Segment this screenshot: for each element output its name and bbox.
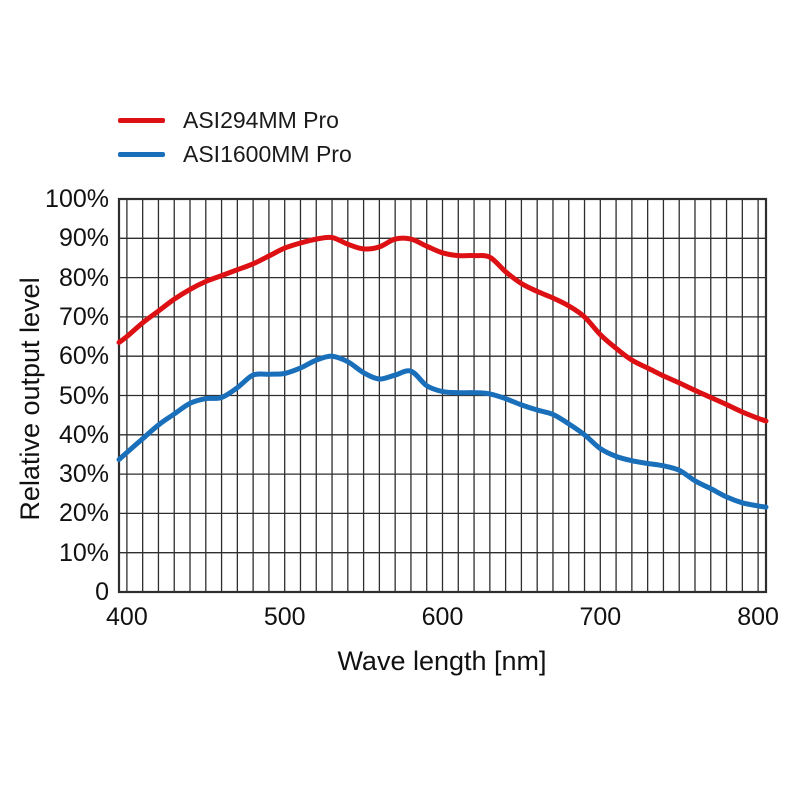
y-tick-label: 10% xyxy=(58,538,109,567)
y-tick-label: 20% xyxy=(58,499,109,528)
x-axis-title-text: Wave length [nm] xyxy=(337,646,547,676)
axes-border xyxy=(117,197,768,594)
y-tick-label: 50% xyxy=(58,381,109,410)
x-axis-title: Wave length [nm] xyxy=(242,646,642,677)
x-tick-label: 400 xyxy=(106,603,148,631)
y-tick-label: 90% xyxy=(58,224,109,253)
y-tick-label: 30% xyxy=(58,460,109,489)
series-curve-asi294mm-pro xyxy=(116,234,769,424)
y-tick-label: 40% xyxy=(58,420,109,449)
y-tick-label: 70% xyxy=(58,302,109,331)
y-tick-label: 100% xyxy=(45,185,109,213)
legend-item-asi1600mm-pro: ASI1600MM Pro xyxy=(118,137,352,171)
chart-legend: ASI294MM Pro ASI1600MM Pro xyxy=(118,103,352,171)
y-tick-label: 80% xyxy=(58,263,109,292)
legend-item-asi294mm-pro: ASI294MM Pro xyxy=(118,103,352,137)
x-tick-label: 500 xyxy=(263,603,306,631)
legend-line-blue-icon xyxy=(118,151,165,157)
legend-label: ASI294MM Pro xyxy=(183,106,339,133)
x-tick-label: 600 xyxy=(421,603,464,631)
legend-label: ASI1600MM Pro xyxy=(183,140,352,167)
series-curve-asi1600mm-pro xyxy=(116,353,769,510)
y-tick-label: 60% xyxy=(58,342,109,371)
x-tick-label: 800 xyxy=(737,603,779,631)
legend-line-red-icon xyxy=(118,117,165,123)
y-tick-label: 0 xyxy=(95,578,109,606)
x-tick-label: 700 xyxy=(579,603,622,631)
